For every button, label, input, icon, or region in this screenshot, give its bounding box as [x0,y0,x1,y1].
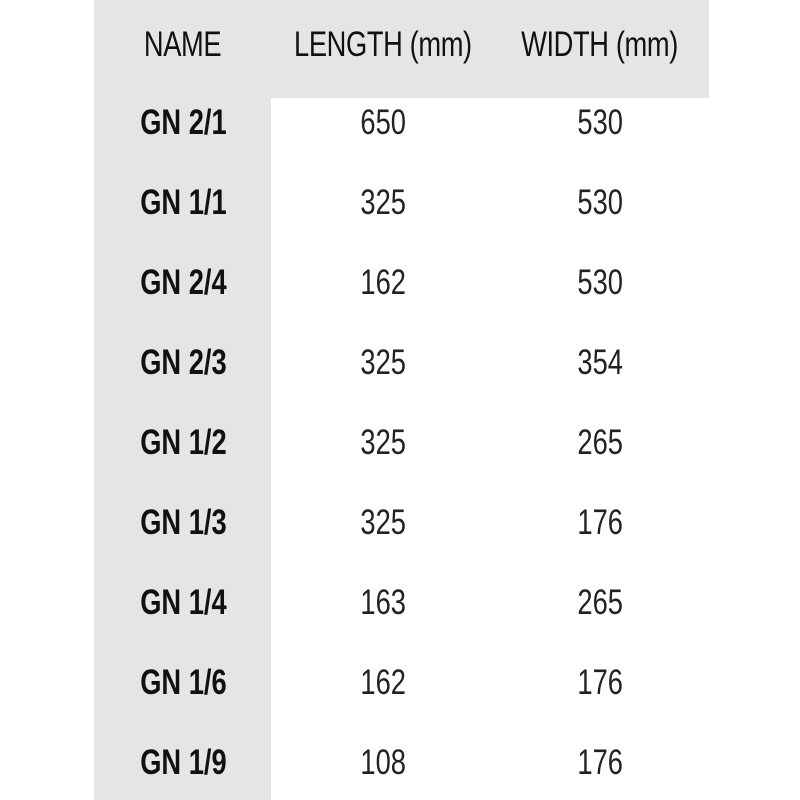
cell-text: 176 [577,503,623,542]
cell-text: GN 2/3 [139,343,227,382]
cell-length: 163 [263,583,503,623]
cell-text: 530 [577,103,623,142]
cell-name: GN 2/4 [63,263,303,303]
cell-name: GN 1/2 [63,423,303,463]
cell-text: 176 [577,743,623,782]
cell-text: GN 2/1 [139,103,227,142]
cell-width: 265 [480,583,720,623]
cell-text: GN 1/3 [139,503,227,542]
cell-name: GN 2/1 [63,103,303,143]
cell-name: GN 1/1 [63,183,303,223]
cell-text: 265 [577,583,623,622]
cell-text: 325 [360,503,406,542]
cell-text: GN 1/2 [139,423,227,462]
cell-text: 162 [360,263,406,302]
cell-text: 108 [360,743,406,782]
cell-text: GN 1/6 [139,663,227,702]
cell-name: GN 1/3 [63,503,303,543]
cell-length: 325 [263,423,503,463]
cell-text: 325 [360,423,406,462]
cell-text: GN 1/4 [139,583,227,622]
name-column-background [94,0,271,800]
cell-width: 176 [480,663,720,703]
header-label: LENGTH (mm) [294,25,472,64]
cell-text: 530 [577,263,623,302]
header-label: WIDTH (mm) [521,25,679,64]
cell-width: 176 [480,503,720,543]
header-label: NAME [144,25,222,64]
cell-name: GN 1/6 [63,663,303,703]
cell-text: 162 [360,663,406,702]
cell-text: 325 [360,183,406,222]
cell-width: 530 [480,263,720,303]
cell-text: GN 2/4 [139,263,227,302]
cell-length: 650 [263,103,503,143]
cell-length: 325 [263,183,503,223]
cell-length: 325 [263,343,503,383]
cell-length: 162 [263,263,503,303]
cell-name: GN 1/4 [63,583,303,623]
cell-text: 265 [577,423,623,462]
cell-width: 530 [480,183,720,223]
cell-name: GN 2/3 [63,343,303,383]
cell-text: 325 [360,343,406,382]
header-name: NAME [63,25,303,65]
cell-width: 176 [480,743,720,783]
cell-text: 354 [577,343,623,382]
header-width: WIDTH (mm) [480,25,720,65]
cell-text: 176 [577,663,623,702]
cell-width: 265 [480,423,720,463]
cell-width: 354 [480,343,720,383]
cell-text: 650 [360,103,406,142]
cell-text: GN 1/9 [139,743,227,782]
cell-text: GN 1/1 [139,183,227,222]
cell-text: 530 [577,183,623,222]
cell-length: 108 [263,743,503,783]
cell-text: 163 [360,583,406,622]
cell-width: 530 [480,103,720,143]
header-length: LENGTH (mm) [263,25,503,65]
cell-name: GN 1/9 [63,743,303,783]
cell-length: 162 [263,663,503,703]
cell-length: 325 [263,503,503,543]
